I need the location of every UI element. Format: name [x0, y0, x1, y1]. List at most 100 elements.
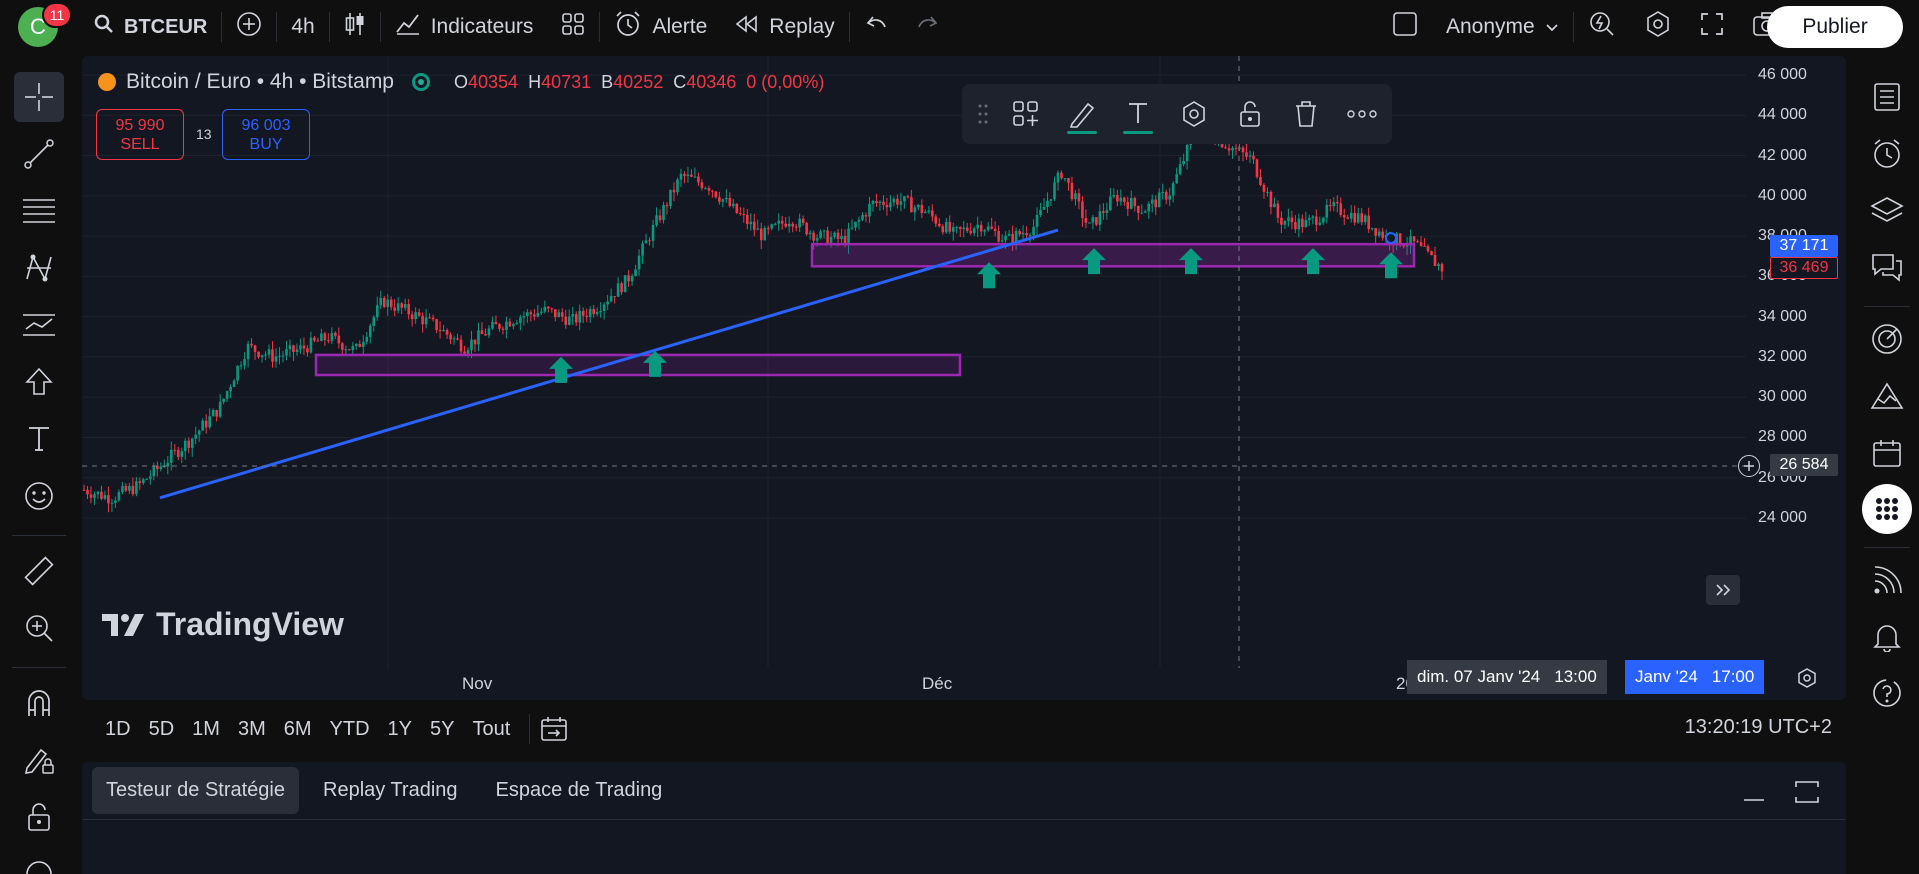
range-5d-button[interactable]: 5D	[148, 717, 175, 740]
candle-body	[449, 334, 452, 340]
sell-button[interactable]: 95 990 SELL	[96, 109, 184, 160]
candle-body	[96, 491, 100, 495]
range-1y-button[interactable]: 1Y	[387, 717, 413, 740]
prediction-tool[interactable]	[14, 300, 64, 350]
up-arrow-marker	[1082, 248, 1106, 275]
line-color-button[interactable]	[1058, 90, 1106, 138]
calendar-button[interactable]	[1862, 428, 1912, 478]
fullscreen-button[interactable]	[1686, 0, 1738, 54]
publish-button[interactable]: Publier	[1767, 6, 1903, 48]
emoji-tool[interactable]	[14, 471, 64, 521]
alert-button[interactable]: Alerte	[600, 0, 721, 54]
tab-strategy-tester[interactable]: Testeur de Stratégie	[92, 767, 299, 814]
range-3m-button[interactable]: 3M	[237, 717, 266, 740]
symbol-search-button[interactable]: BTCEUR	[80, 0, 221, 54]
candle-body	[142, 479, 145, 483]
candle-body	[623, 275, 627, 293]
range-all-button[interactable]: Tout	[472, 717, 511, 740]
tab-replay-trading[interactable]: Replay Trading	[323, 779, 458, 801]
watchlist-button[interactable]	[1862, 72, 1912, 122]
candle-body	[162, 466, 166, 468]
range-5y-button[interactable]: 5Y	[430, 717, 455, 740]
pattern-tool[interactable]	[14, 243, 64, 293]
price-scale[interactable]: 46 000 44 000 42 000 40 000 38 000 36 00…	[1746, 56, 1846, 700]
add-alert-plus-icon[interactable]	[1738, 455, 1760, 477]
range-6m-button[interactable]: 6M	[283, 717, 312, 740]
chart-pane[interactable]: Bitcoin / Euro • 4h • Bitstamp O40354 H4…	[82, 56, 1846, 700]
visibility-tool[interactable]	[14, 849, 64, 874]
text-color-button[interactable]	[1114, 90, 1162, 138]
delete-drawing-button[interactable]	[1282, 90, 1330, 138]
crosshair-tool[interactable]	[14, 72, 64, 122]
candle-body	[145, 478, 149, 480]
candle-body	[732, 203, 735, 207]
candle-body	[1381, 231, 1384, 238]
minimize-panel-button[interactable]	[1742, 780, 1766, 809]
chart-type-button[interactable]	[330, 0, 380, 54]
candle-body	[484, 334, 487, 336]
time-axis[interactable]: Nov Déc 20	[82, 668, 1746, 700]
scroll-to-realtime-button[interactable]	[1706, 575, 1740, 605]
undo-button[interactable]	[850, 0, 902, 54]
redo-button[interactable]	[902, 0, 954, 54]
candle-body	[417, 312, 421, 316]
candle-body	[1164, 191, 1168, 200]
tab-trading-panel[interactable]: Espace de Trading	[495, 779, 663, 801]
layout-name-button[interactable]: Anonyme	[1432, 0, 1573, 54]
notifications-button[interactable]	[1862, 612, 1912, 662]
candle-body	[718, 197, 721, 202]
chats-button[interactable]	[1862, 243, 1912, 293]
candle-body	[613, 296, 616, 298]
settings-button[interactable]	[1630, 0, 1686, 54]
text-tool[interactable]	[14, 414, 64, 464]
indicators-button[interactable]: Indicateurs	[381, 0, 548, 54]
legend-title[interactable]: Bitcoin / Euro • 4h • Bitstamp	[126, 70, 394, 93]
arrow-marker-tool[interactable]	[14, 357, 64, 407]
axis-settings-button[interactable]	[1796, 667, 1818, 694]
help-button[interactable]	[1862, 668, 1912, 718]
candle-body	[850, 227, 854, 229]
drag-handle[interactable]	[972, 90, 994, 138]
more-options-button[interactable]	[1338, 90, 1386, 138]
divider	[1864, 547, 1910, 548]
object-tree-button[interactable]	[1862, 186, 1912, 236]
products-button[interactable]	[1862, 484, 1912, 534]
quick-search-button[interactable]	[1574, 0, 1630, 54]
candle-body	[1409, 236, 1412, 246]
pine-editor-button[interactable]	[1862, 371, 1912, 421]
alerts-button[interactable]	[1862, 129, 1912, 179]
candle-body	[1273, 203, 1276, 208]
buy-button[interactable]: 96 003 BUY	[222, 109, 310, 160]
candle-body	[1168, 195, 1172, 200]
candle-body	[651, 225, 655, 241]
compare-symbol-button[interactable]	[222, 0, 276, 54]
lock-drawings-tool[interactable]	[14, 792, 64, 842]
add-template-button[interactable]	[1002, 90, 1050, 138]
range-1m-button[interactable]: 1M	[192, 717, 220, 740]
up-arrow-marker	[977, 262, 1001, 289]
range-1d-button[interactable]: 1D	[105, 717, 131, 740]
candle-body	[1007, 233, 1011, 236]
lock-open-icon	[28, 803, 50, 831]
maximize-panel-button[interactable]	[1794, 780, 1820, 809]
drawing-settings-button[interactable]	[1170, 90, 1218, 138]
candle-body	[1290, 217, 1294, 223]
interval-button[interactable]: 4h	[277, 0, 328, 54]
measure-tool[interactable]	[14, 546, 64, 596]
fib-tool[interactable]	[14, 186, 64, 236]
replay-button[interactable]: Replay	[721, 0, 848, 54]
range-ytd-button[interactable]: YTD	[329, 717, 370, 740]
layout-button[interactable]	[1378, 0, 1432, 54]
lock-drawing-button[interactable]	[1226, 90, 1274, 138]
goto-date-button[interactable]	[540, 715, 568, 743]
magnet-tool[interactable]	[14, 678, 64, 728]
lock-drawing-mode-tool[interactable]	[14, 735, 64, 785]
screener-button[interactable]	[1862, 314, 1912, 364]
price-chart[interactable]	[82, 56, 1846, 700]
chevron-down-icon	[1545, 15, 1559, 39]
templates-button[interactable]	[547, 0, 599, 54]
clock-timezone[interactable]: 13:20:19 UTC+2	[1684, 716, 1832, 738]
zoom-tool[interactable]	[14, 603, 64, 653]
trend-line-tool[interactable]	[14, 129, 64, 179]
news-stream-button[interactable]	[1862, 556, 1912, 606]
